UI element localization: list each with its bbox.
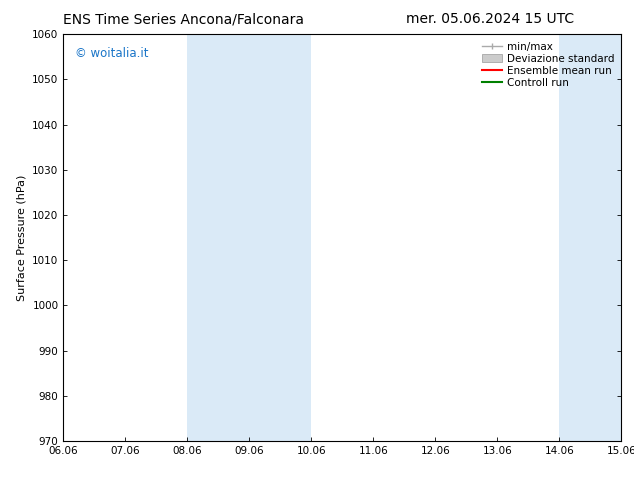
Y-axis label: Surface Pressure (hPa): Surface Pressure (hPa) [16, 174, 27, 301]
Text: ENS Time Series Ancona/Falconara: ENS Time Series Ancona/Falconara [63, 12, 304, 26]
Text: © woitalia.it: © woitalia.it [75, 47, 148, 59]
Bar [559, 34, 621, 441]
Text: mer. 05.06.2024 15 UTC: mer. 05.06.2024 15 UTC [406, 12, 574, 26]
Bar [249, 34, 311, 441]
Legend: min/max, Deviazione standard, Ensemble mean run, Controll run: min/max, Deviazione standard, Ensemble m… [479, 40, 616, 90]
Bar [188, 34, 249, 441]
